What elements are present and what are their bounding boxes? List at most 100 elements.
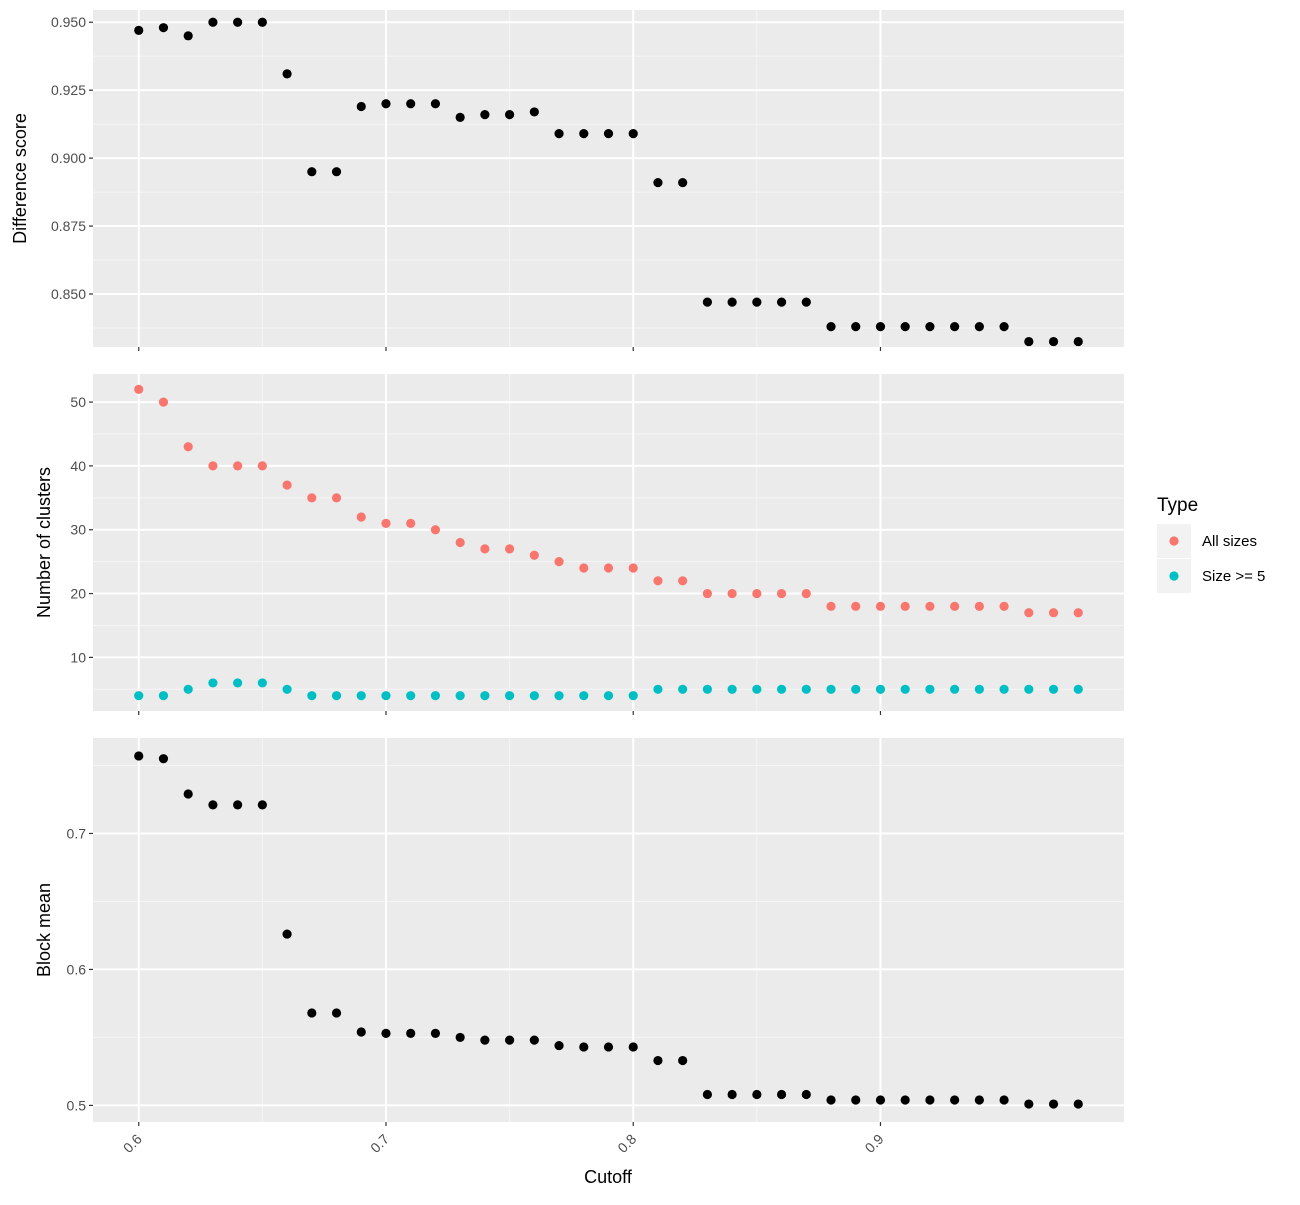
data-point: [529, 1035, 539, 1045]
data-point: [381, 518, 391, 528]
data-point: [406, 99, 416, 109]
data-point: [974, 322, 984, 332]
data-point: [505, 544, 515, 554]
data-point: [603, 691, 614, 701]
data-point: [900, 1095, 910, 1105]
data-point: [801, 684, 811, 694]
data-point: [702, 297, 712, 307]
data-point: [208, 461, 218, 471]
series-1: [134, 384, 1083, 618]
data-point: [282, 684, 292, 694]
data-point: [801, 1089, 811, 1100]
data-point: [406, 518, 416, 528]
data-point: [529, 691, 539, 701]
data-point: [678, 1055, 688, 1066]
data-point: [999, 601, 1009, 611]
data-point: [1048, 336, 1059, 347]
data-point: [702, 1089, 712, 1100]
data-point: [776, 588, 787, 599]
data-point: [628, 691, 638, 701]
data-point: [1073, 684, 1083, 694]
legend-label: Size >= 5: [1202, 568, 1265, 585]
legend: Type All sizes Size >= 5: [1157, 495, 1265, 593]
data-point: [999, 1095, 1009, 1105]
data-point: [1024, 336, 1034, 347]
data-point: [430, 1028, 441, 1038]
data-point: [653, 177, 663, 188]
series-2: [134, 678, 1083, 701]
data-point: [925, 322, 935, 332]
y-tick-label: 0.875: [51, 218, 86, 234]
data-point: [208, 800, 218, 810]
data-point: [1024, 684, 1034, 694]
x-axis-title: Cutoff: [584, 1167, 633, 1187]
data-point: [678, 576, 688, 586]
data-point: [233, 17, 243, 27]
data-point: [826, 1095, 836, 1105]
y-tick-label: 0.850: [51, 286, 86, 302]
series-1: [134, 17, 1083, 347]
data-point: [307, 167, 317, 177]
y-tick-label: 30: [70, 522, 86, 538]
data-point: [406, 691, 416, 701]
data-point: [331, 493, 342, 503]
data-point: [134, 25, 144, 35]
data-point: [257, 800, 267, 810]
y-tick-label: 10: [70, 649, 86, 665]
data-point: [183, 684, 193, 694]
data-point: [307, 493, 317, 503]
panel-background: [93, 738, 1124, 1122]
data-point: [480, 110, 490, 120]
data-point: [1073, 336, 1083, 347]
data-point: [974, 1095, 984, 1105]
data-point: [678, 684, 688, 694]
data-point: [579, 129, 589, 139]
data-point: [134, 691, 144, 701]
data-point: [950, 601, 960, 611]
data-point: [381, 691, 391, 701]
data-point: [628, 1042, 638, 1052]
data-point: [999, 684, 1009, 694]
data-point: [851, 684, 861, 694]
x-tick-label: 0.8: [614, 1131, 639, 1156]
data-point: [950, 322, 960, 332]
data-point: [183, 31, 193, 41]
data-point: [505, 110, 515, 120]
data-point: [999, 322, 1009, 332]
panel-3: 0.5 0.6 0.7 Block mean: [34, 738, 1124, 1126]
data-point: [554, 691, 564, 701]
data-point: [702, 588, 712, 599]
data-point: [875, 322, 886, 332]
legend-items: All sizes Size >= 5: [1157, 524, 1265, 593]
data-point: [801, 588, 811, 599]
data-point: [529, 107, 539, 117]
data-point: [257, 461, 267, 471]
y-tick-label: 0.6: [67, 961, 87, 977]
data-point: [1048, 684, 1059, 694]
panel-background: [93, 374, 1124, 711]
data-point: [406, 1028, 416, 1038]
data-point: [480, 691, 490, 701]
data-point: [381, 1028, 391, 1038]
data-point: [925, 684, 935, 694]
data-point: [900, 601, 910, 611]
legend-item: Size >= 5: [1157, 559, 1265, 593]
y-tick-label: 0.925: [51, 82, 86, 98]
data-point: [1048, 608, 1059, 618]
data-point: [801, 297, 811, 307]
data-point: [579, 563, 589, 573]
data-point: [430, 691, 441, 701]
data-point: [727, 588, 737, 599]
data-point: [826, 601, 836, 611]
panel-2: 10 20 30 40 50 Number of clusters: [34, 374, 1124, 715]
data-point: [381, 99, 391, 109]
y-tick-label: 20: [70, 586, 86, 602]
legend-key-marker: [1169, 571, 1179, 581]
data-point: [257, 17, 267, 27]
data-point: [1048, 1099, 1059, 1109]
data-point: [356, 691, 366, 701]
data-point: [134, 751, 144, 761]
data-point: [554, 129, 564, 139]
y-tick-label: 40: [70, 458, 86, 474]
